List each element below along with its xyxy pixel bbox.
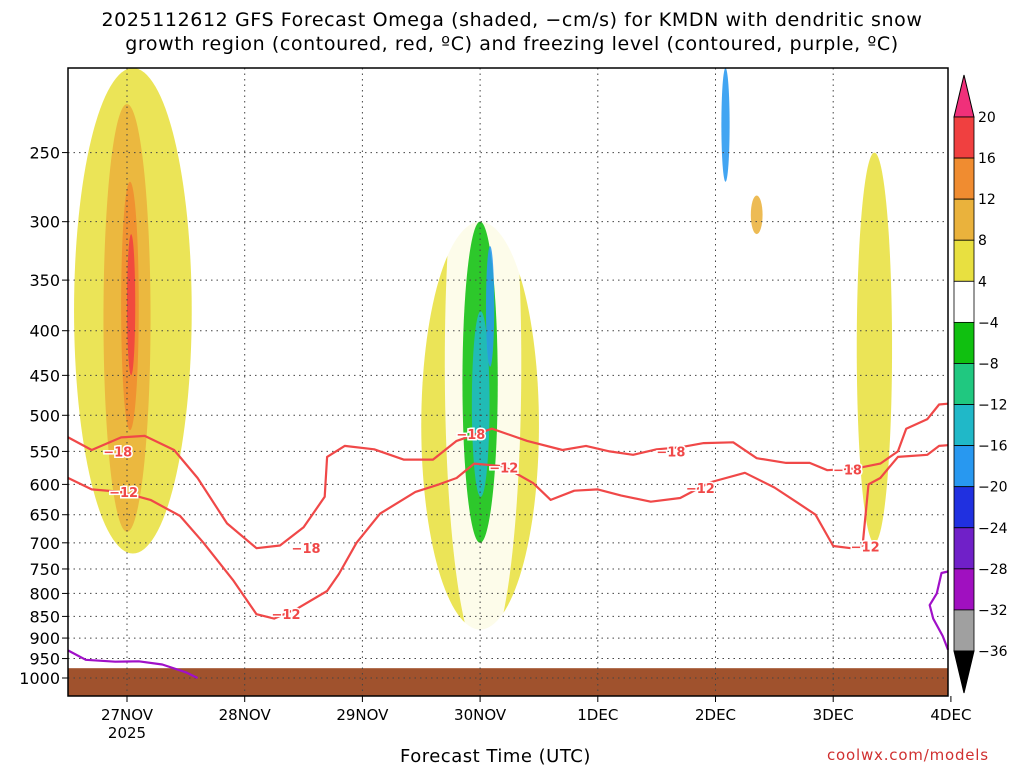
x-tick-label: 30NOV: [454, 706, 507, 724]
omega-shade-region: [485, 246, 495, 367]
colorbar-label: −28: [978, 562, 1008, 578]
contour-label: −18: [103, 445, 132, 460]
contour-label: −12: [272, 608, 301, 623]
contour-label: −12: [686, 482, 715, 497]
omega-shade-region: [471, 311, 490, 497]
colorbar-label: 20: [978, 110, 996, 126]
y-tick-label: 800: [29, 584, 60, 603]
y-tick-label: 650: [29, 506, 60, 525]
colorbar-label: −24: [978, 521, 1008, 537]
omega-shade-region: [721, 68, 730, 182]
y-tick-label: 550: [29, 442, 60, 461]
colorbar-band: [953, 445, 975, 488]
y-tick-label: 600: [29, 475, 60, 494]
title-line-1: 2025112612 GFS Forecast Omega (shaded, −…: [101, 9, 923, 31]
colorbar-top-arrow: [953, 74, 975, 118]
x-axis-label: Forecast Time (UTC): [400, 746, 591, 767]
colorbar-band: [953, 280, 975, 323]
y-tick-label: 750: [29, 560, 60, 579]
omega-shade-region: [127, 234, 136, 376]
colorbar-label: 8: [978, 233, 987, 249]
y-tick-label: 850: [29, 607, 60, 626]
colorbar-band: [953, 239, 975, 282]
colorbar-band: [953, 568, 975, 611]
contour-label: −18: [292, 542, 321, 557]
omega-shade-region: [856, 152, 893, 543]
contour-label: −18: [456, 428, 485, 443]
colorbar-band: [953, 321, 975, 364]
y-tick-label: 400: [29, 322, 60, 341]
colorbar-band: [953, 609, 975, 652]
colorbar-label: 4: [978, 274, 987, 290]
contour-label: −18: [833, 464, 862, 479]
contour-label: −18: [656, 445, 685, 460]
x-tick-label: 29NOV: [336, 706, 389, 724]
colorbar-band: [953, 363, 975, 405]
y-tick-label: 300: [29, 213, 60, 232]
contour-line: [67, 649, 199, 679]
colorbar-label: −32: [978, 603, 1008, 619]
colorbar-label: 16: [978, 151, 996, 167]
contour-line: [67, 444, 949, 620]
x-tick-label: 27NOV: [101, 706, 154, 724]
terrain-fill: [68, 668, 948, 696]
omega-shade-region: [750, 195, 763, 235]
colorbar-band: [953, 198, 975, 241]
colorbar-label: −16: [978, 439, 1008, 455]
colorbar-band: [953, 527, 975, 570]
colorbar-band: [953, 116, 975, 159]
x-tick-label: 3DEC: [813, 706, 854, 724]
chart-title: 2025112612 GFS Forecast Omega (shaded, −…: [0, 8, 1024, 56]
credit-link[interactable]: coolwx.com/models: [827, 746, 989, 764]
y-tick-label: 1000: [19, 669, 60, 688]
x-tick-label: 28NOV: [219, 706, 272, 724]
y-tick-label: 900: [29, 629, 60, 648]
plot-frame: [67, 67, 949, 697]
contour-label: −12: [851, 541, 880, 556]
y-tick-label: 950: [29, 650, 60, 669]
y-tick-label: 700: [29, 534, 60, 553]
colorbar-label: −12: [978, 398, 1008, 414]
colorbar-bottom-arrow: [953, 650, 975, 694]
omega-shade-region: [703, 67, 763, 497]
colorbar-label: −8: [978, 356, 999, 372]
y-tick-label: 450: [29, 366, 60, 385]
title-line-2: growth region (contoured, red, ºC) and f…: [125, 33, 899, 55]
x-tick-label: 4DEC: [930, 706, 971, 724]
y-tick-label: 350: [29, 271, 60, 290]
colorbar-label: −20: [978, 480, 1008, 496]
colorbar-band: [953, 404, 975, 447]
x-tick-label: 2DEC: [695, 706, 736, 724]
omega-shade-region: [939, 484, 948, 543]
x-tick-sublabel: 2025: [108, 724, 146, 742]
colorbar-band: [953, 486, 975, 529]
x-tick-label: 1DEC: [577, 706, 618, 724]
colorbar-band: [953, 157, 975, 200]
contour-line: [928, 570, 950, 651]
colorbar-label: −4: [978, 315, 999, 331]
y-tick-label: 250: [29, 144, 60, 163]
contour-label: −12: [109, 486, 138, 501]
colorbar-label: 12: [978, 192, 996, 208]
contour-label: −12: [489, 462, 518, 477]
y-tick-label: 500: [29, 406, 60, 425]
colorbar-label: −36: [978, 644, 1008, 660]
contour-line: [67, 402, 949, 550]
